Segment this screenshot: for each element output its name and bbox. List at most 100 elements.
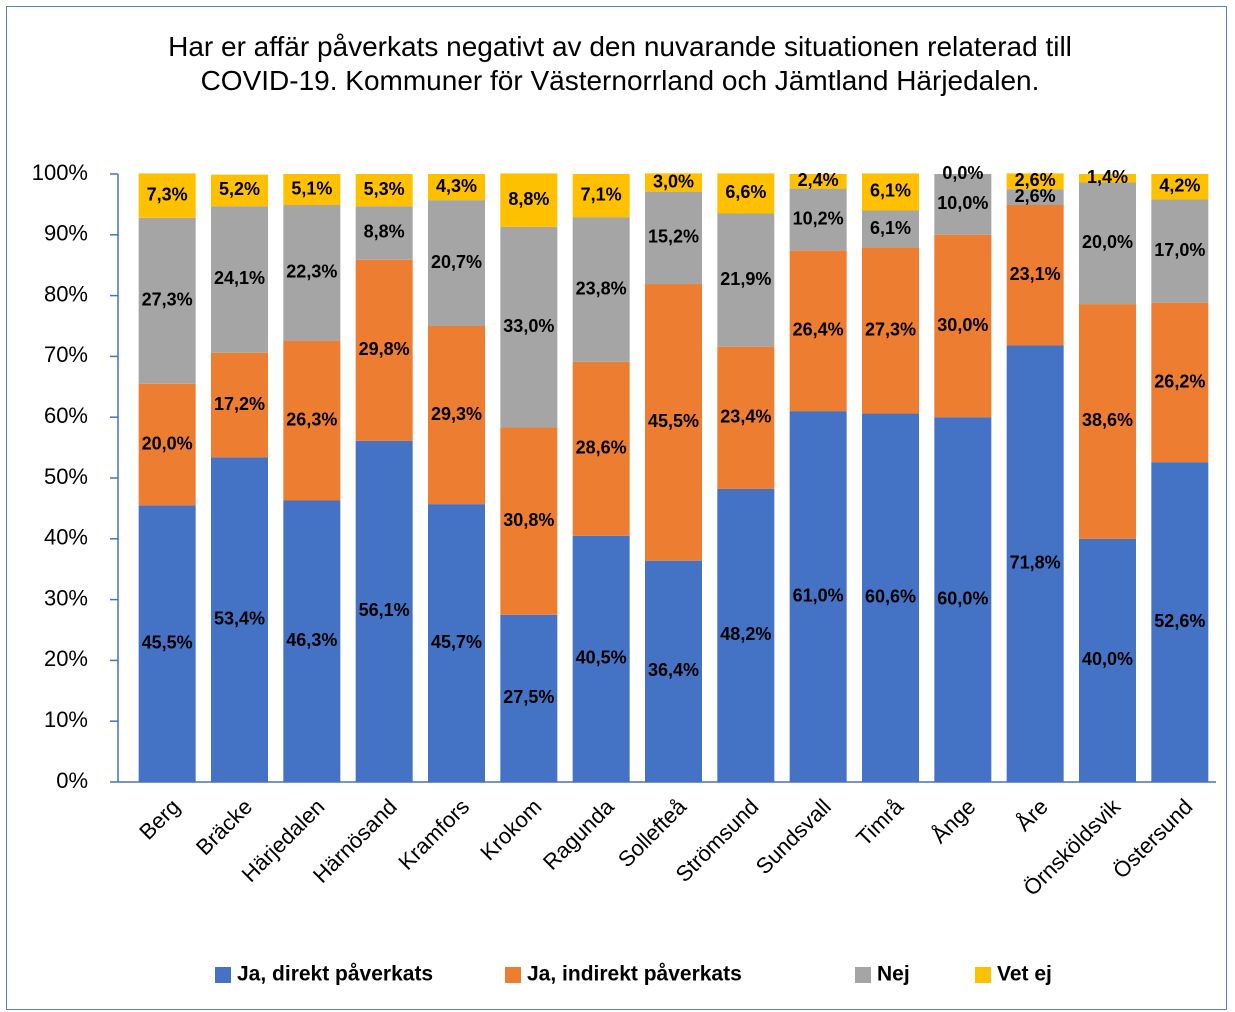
chart-title: Har er affär påverkats negativt av den n… [168,31,1072,96]
data-label: 3,0% [653,171,694,191]
data-label: 23,4% [720,407,771,427]
x-tick-label: Kramfors [393,794,474,875]
data-label: 26,4% [793,320,844,340]
x-tick-label: Bräcke [191,794,257,860]
data-label: 71,8% [1010,552,1061,572]
bar-segment [355,259,413,441]
bar-segment [283,174,341,206]
data-label: 38,6% [1082,410,1133,430]
data-label: 8,8% [364,222,405,242]
data-label: 2,6% [1015,170,1056,190]
data-label: 4,2% [1159,176,1200,196]
y-tick-label: 100% [32,160,88,185]
bar-segment [934,234,992,418]
bar-segment [789,188,847,251]
data-label: 22,3% [286,262,337,282]
bar-segment [355,206,413,260]
bar-segment [1079,174,1136,183]
data-label: 60,6% [865,587,916,607]
data-label: 48,2% [720,624,771,644]
x-tick-label: Ragunda [538,793,619,874]
bar-segment [500,173,558,227]
y-tick-label: 50% [44,464,88,489]
x-tick-label: Berg [134,794,185,845]
data-label: 29,3% [431,404,482,424]
data-label: 30,0% [937,315,988,335]
data-label: 45,5% [648,411,699,431]
bar-segment [862,247,919,414]
bar-segment [355,440,413,782]
data-label: 61,0% [793,585,844,605]
data-label: 8,8% [508,189,549,209]
data-label: 5,3% [364,179,405,199]
bar-segment [138,505,196,782]
bar-segment [211,206,268,353]
data-label: 6,1% [870,218,911,238]
chart-frame [6,6,1227,1010]
data-label: 4,3% [436,176,477,196]
data-label: 27,5% [503,687,554,707]
bar-segment [645,284,702,561]
bar-segment [717,346,775,489]
legend-label: Vet ej [997,963,1052,986]
data-label: 10,2% [793,208,844,228]
legend-swatch [975,967,991,983]
bar-segment [138,383,196,506]
legend-label: Ja, direkt påverkats [237,963,433,986]
bar-segment [645,560,702,782]
data-label: 20,7% [431,252,482,272]
x-tick-label: Timrå [851,793,908,850]
x-tick-label: Östersund [1108,794,1197,883]
y-tick-label: 70% [44,342,88,367]
data-label: 6,6% [725,182,766,202]
data-label: 23,1% [1010,264,1061,284]
bar-segment [789,250,847,412]
bar-segment [572,217,630,362]
data-label: 1,4% [1087,167,1128,187]
data-label: 7,1% [581,184,622,204]
data-label: 56,1% [359,600,410,620]
bar-segment [1006,345,1064,782]
bar-segment [1151,174,1209,200]
y-tick-label: 0% [56,768,88,793]
y-tick-label: 60% [44,403,88,428]
data-label: 2,6% [1015,186,1056,206]
bar-segment [934,174,992,235]
bar-segment [1079,182,1136,305]
bar-segment [1079,538,1136,782]
data-label: 33,0% [503,316,554,336]
legend-swatch [505,967,521,983]
legend-swatch [855,967,871,983]
bar-segment [717,488,775,782]
y-tick-label: 90% [44,221,88,246]
data-label: 21,9% [720,269,771,289]
legend-swatch [215,967,231,983]
data-label: 17,0% [1154,240,1205,260]
data-label: 52,6% [1154,611,1205,631]
data-label: 26,2% [1154,371,1205,391]
data-label: 24,1% [214,268,265,288]
bar-segment [428,200,485,326]
bar-segment [572,361,630,536]
data-label: 2,4% [798,170,839,190]
bar-segment [645,173,702,192]
data-label: 6,1% [870,181,911,201]
y-tick-label: 20% [44,646,88,671]
bar-segment [211,457,268,782]
data-label: 7,3% [147,184,188,204]
data-label: 29,8% [359,339,410,359]
bar-segment [500,226,558,428]
bar-segment [789,174,847,189]
x-tick-label: Krokom [475,794,546,865]
x-tick-label: Åre [1011,794,1053,836]
bar-segment [1006,189,1064,206]
data-label: 15,2% [648,227,699,247]
bar-segment [211,174,268,207]
data-label: 26,3% [286,409,337,429]
data-label: 40,5% [576,648,627,668]
bar-segment [789,411,847,782]
x-tick-label: Sundsvall [751,794,836,879]
data-label: 5,2% [219,179,260,199]
